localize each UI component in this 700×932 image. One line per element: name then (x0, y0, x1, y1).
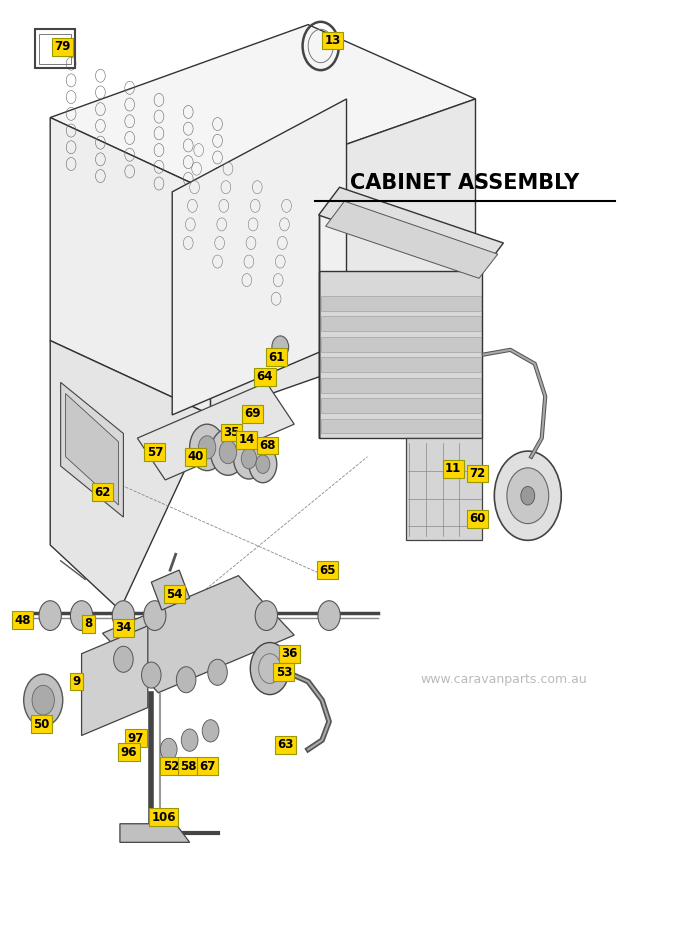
Circle shape (256, 601, 277, 630)
Text: 11: 11 (445, 462, 461, 475)
Polygon shape (50, 117, 211, 415)
Circle shape (160, 738, 177, 761)
Polygon shape (406, 438, 482, 541)
Text: 13: 13 (324, 34, 341, 47)
Text: 52: 52 (162, 760, 179, 773)
Text: 106: 106 (152, 811, 176, 824)
Circle shape (507, 468, 549, 524)
Text: 61: 61 (269, 350, 285, 363)
Polygon shape (321, 398, 481, 413)
Polygon shape (120, 824, 190, 843)
Text: 9: 9 (73, 675, 80, 688)
Text: 65: 65 (319, 564, 336, 577)
Text: 40: 40 (187, 450, 204, 463)
Text: CABINET ASSEMBLY: CABINET ASSEMBLY (351, 172, 580, 193)
Circle shape (113, 646, 133, 672)
Text: 57: 57 (146, 445, 163, 459)
Circle shape (241, 448, 257, 469)
Circle shape (202, 720, 219, 742)
Polygon shape (82, 625, 148, 735)
Circle shape (234, 438, 264, 479)
Circle shape (272, 336, 288, 358)
Text: 96: 96 (120, 746, 137, 759)
Polygon shape (321, 296, 481, 310)
Text: 64: 64 (257, 370, 273, 383)
Text: www.caravanparts.com.au: www.caravanparts.com.au (420, 673, 587, 686)
Polygon shape (61, 382, 123, 517)
Text: 79: 79 (55, 40, 71, 53)
Text: 35: 35 (223, 426, 239, 439)
Polygon shape (321, 357, 481, 372)
Circle shape (176, 666, 196, 692)
Polygon shape (50, 340, 211, 610)
Text: 53: 53 (276, 665, 292, 678)
Polygon shape (137, 382, 294, 480)
Text: 63: 63 (278, 738, 294, 751)
Circle shape (32, 685, 55, 715)
Circle shape (211, 429, 246, 475)
Circle shape (318, 601, 340, 630)
Polygon shape (50, 24, 475, 192)
Circle shape (39, 601, 62, 630)
Polygon shape (102, 576, 294, 692)
Circle shape (219, 441, 237, 464)
Circle shape (71, 601, 92, 630)
Text: 36: 36 (281, 647, 298, 660)
Polygon shape (151, 570, 190, 610)
Text: 60: 60 (470, 513, 486, 526)
Circle shape (144, 601, 166, 630)
Polygon shape (321, 336, 481, 351)
Circle shape (251, 642, 289, 694)
Circle shape (112, 601, 134, 630)
Circle shape (190, 424, 225, 471)
Text: 8: 8 (85, 618, 92, 630)
Text: 68: 68 (260, 439, 276, 452)
Polygon shape (318, 187, 503, 271)
Text: 34: 34 (116, 622, 132, 634)
Polygon shape (318, 271, 482, 438)
Circle shape (494, 451, 561, 541)
Circle shape (208, 659, 228, 685)
Circle shape (249, 445, 276, 483)
Text: 54: 54 (166, 588, 183, 601)
Text: 58: 58 (180, 760, 197, 773)
Circle shape (24, 674, 63, 726)
Polygon shape (326, 201, 498, 279)
Text: 97: 97 (128, 732, 144, 745)
Polygon shape (172, 99, 346, 415)
Text: 72: 72 (470, 467, 486, 480)
Polygon shape (321, 377, 481, 392)
Circle shape (181, 729, 198, 751)
Text: 48: 48 (14, 614, 31, 626)
Text: 14: 14 (239, 433, 255, 446)
Circle shape (256, 455, 270, 473)
Text: 50: 50 (33, 718, 49, 731)
Polygon shape (321, 316, 481, 331)
Circle shape (141, 662, 161, 688)
Text: 69: 69 (244, 407, 260, 420)
Circle shape (198, 436, 216, 459)
Text: 67: 67 (199, 760, 216, 773)
Circle shape (521, 487, 535, 505)
Polygon shape (321, 418, 481, 433)
Polygon shape (66, 393, 118, 505)
Polygon shape (211, 99, 475, 415)
Text: 62: 62 (94, 486, 111, 499)
